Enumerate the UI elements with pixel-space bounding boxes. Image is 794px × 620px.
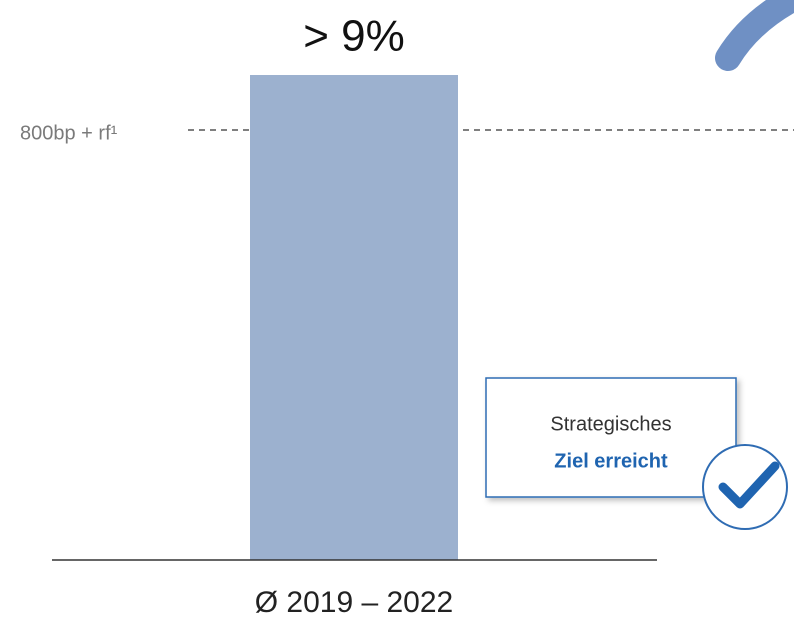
- value-label: > 9%: [303, 12, 405, 61]
- check-mark: [718, 461, 780, 509]
- callout-text: Strategisches: [550, 413, 671, 435]
- callout-text-bold: Ziel erreicht: [554, 450, 668, 472]
- bar: [250, 75, 458, 560]
- plot-area: > 9% Ø 2019 – 2022: [250, 12, 458, 619]
- check-circle: [702, 444, 788, 530]
- category-label: Ø 2019 – 2022: [255, 586, 454, 619]
- reference-label: 800bp + rf¹: [20, 122, 118, 144]
- decorative-swoosh: [715, 0, 794, 71]
- callout-box: [485, 377, 737, 498]
